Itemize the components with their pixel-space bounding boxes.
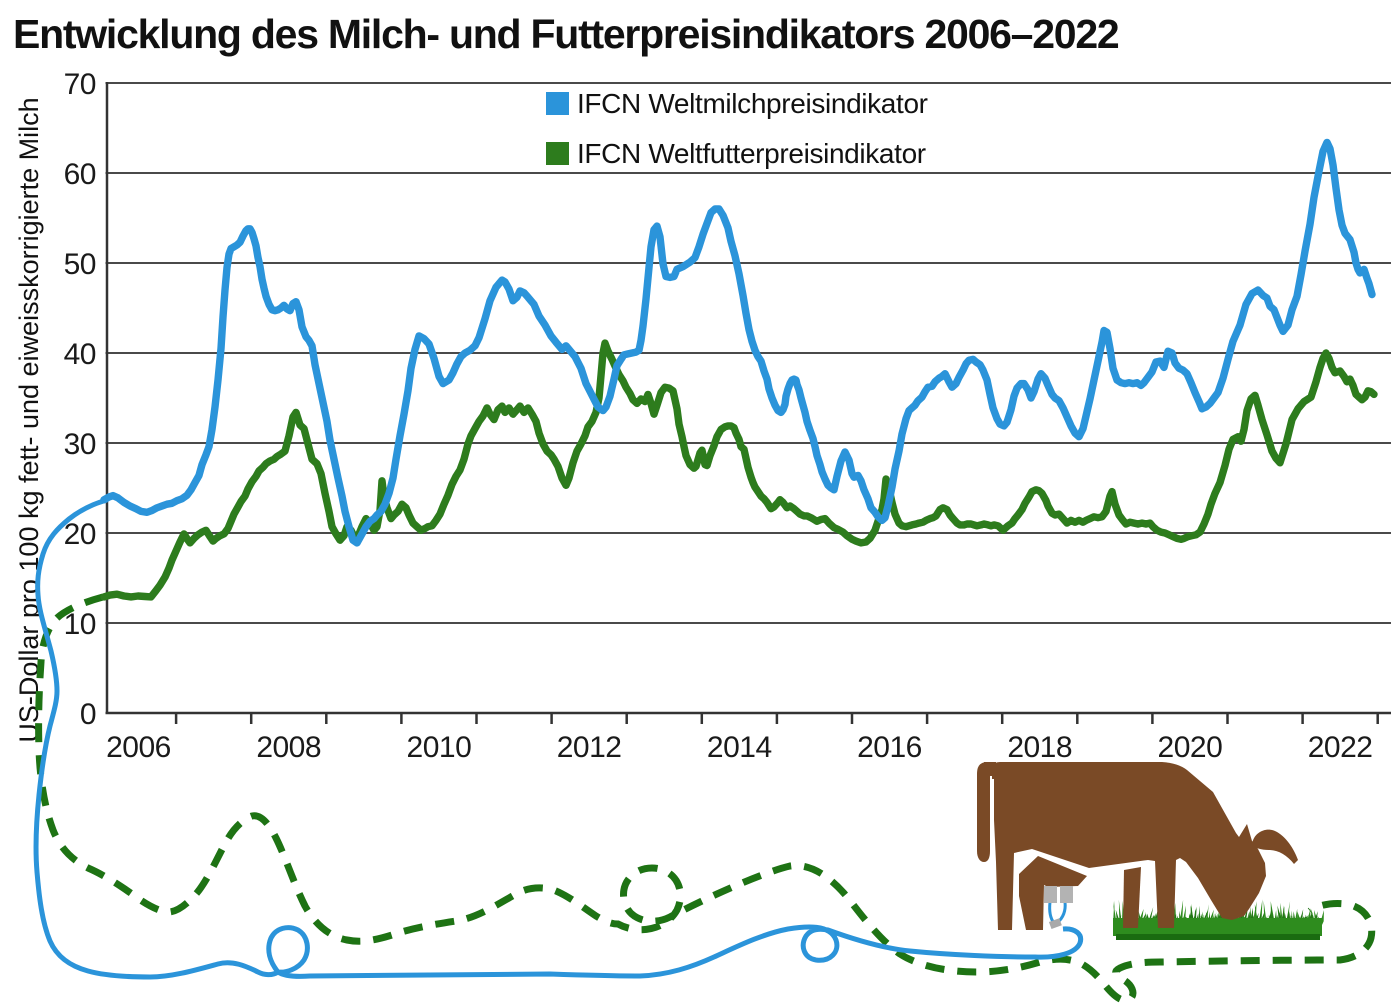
svg-text:IFCN Weltfutterpreisindikator: IFCN Weltfutterpreisindikator — [577, 138, 926, 169]
svg-text:2010: 2010 — [407, 731, 472, 764]
svg-text:2012: 2012 — [557, 731, 622, 764]
svg-text:2022: 2022 — [1308, 731, 1373, 764]
svg-text:Entwicklung des Milch- und Fut: Entwicklung des Milch- und Futterpreisin… — [13, 11, 1119, 57]
svg-text:20: 20 — [64, 518, 96, 551]
svg-text:2006: 2006 — [106, 731, 171, 764]
svg-text:US-Dollar pro 100 kg fett- und: US-Dollar pro 100 kg fett- und eiweissko… — [14, 97, 44, 742]
svg-text:2016: 2016 — [857, 731, 922, 764]
svg-text:2014: 2014 — [707, 731, 772, 764]
svg-text:30: 30 — [64, 428, 96, 461]
svg-text:2020: 2020 — [1158, 731, 1223, 764]
svg-text:2008: 2008 — [256, 731, 321, 764]
svg-text:70: 70 — [64, 68, 96, 101]
svg-text:2018: 2018 — [1007, 731, 1072, 764]
svg-text:IFCN Weltmilchpreisindikator: IFCN Weltmilchpreisindikator — [577, 88, 928, 119]
svg-text:40: 40 — [64, 338, 96, 371]
svg-text:60: 60 — [64, 158, 96, 191]
svg-text:50: 50 — [64, 248, 96, 281]
svg-text:0: 0 — [80, 698, 96, 731]
